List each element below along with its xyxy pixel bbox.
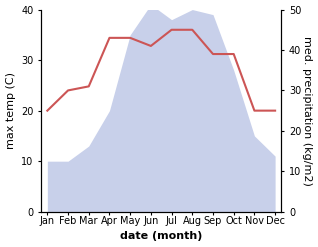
- Y-axis label: med. precipitation (kg/m2): med. precipitation (kg/m2): [302, 36, 313, 185]
- X-axis label: date (month): date (month): [120, 231, 203, 242]
- Y-axis label: max temp (C): max temp (C): [5, 72, 16, 149]
